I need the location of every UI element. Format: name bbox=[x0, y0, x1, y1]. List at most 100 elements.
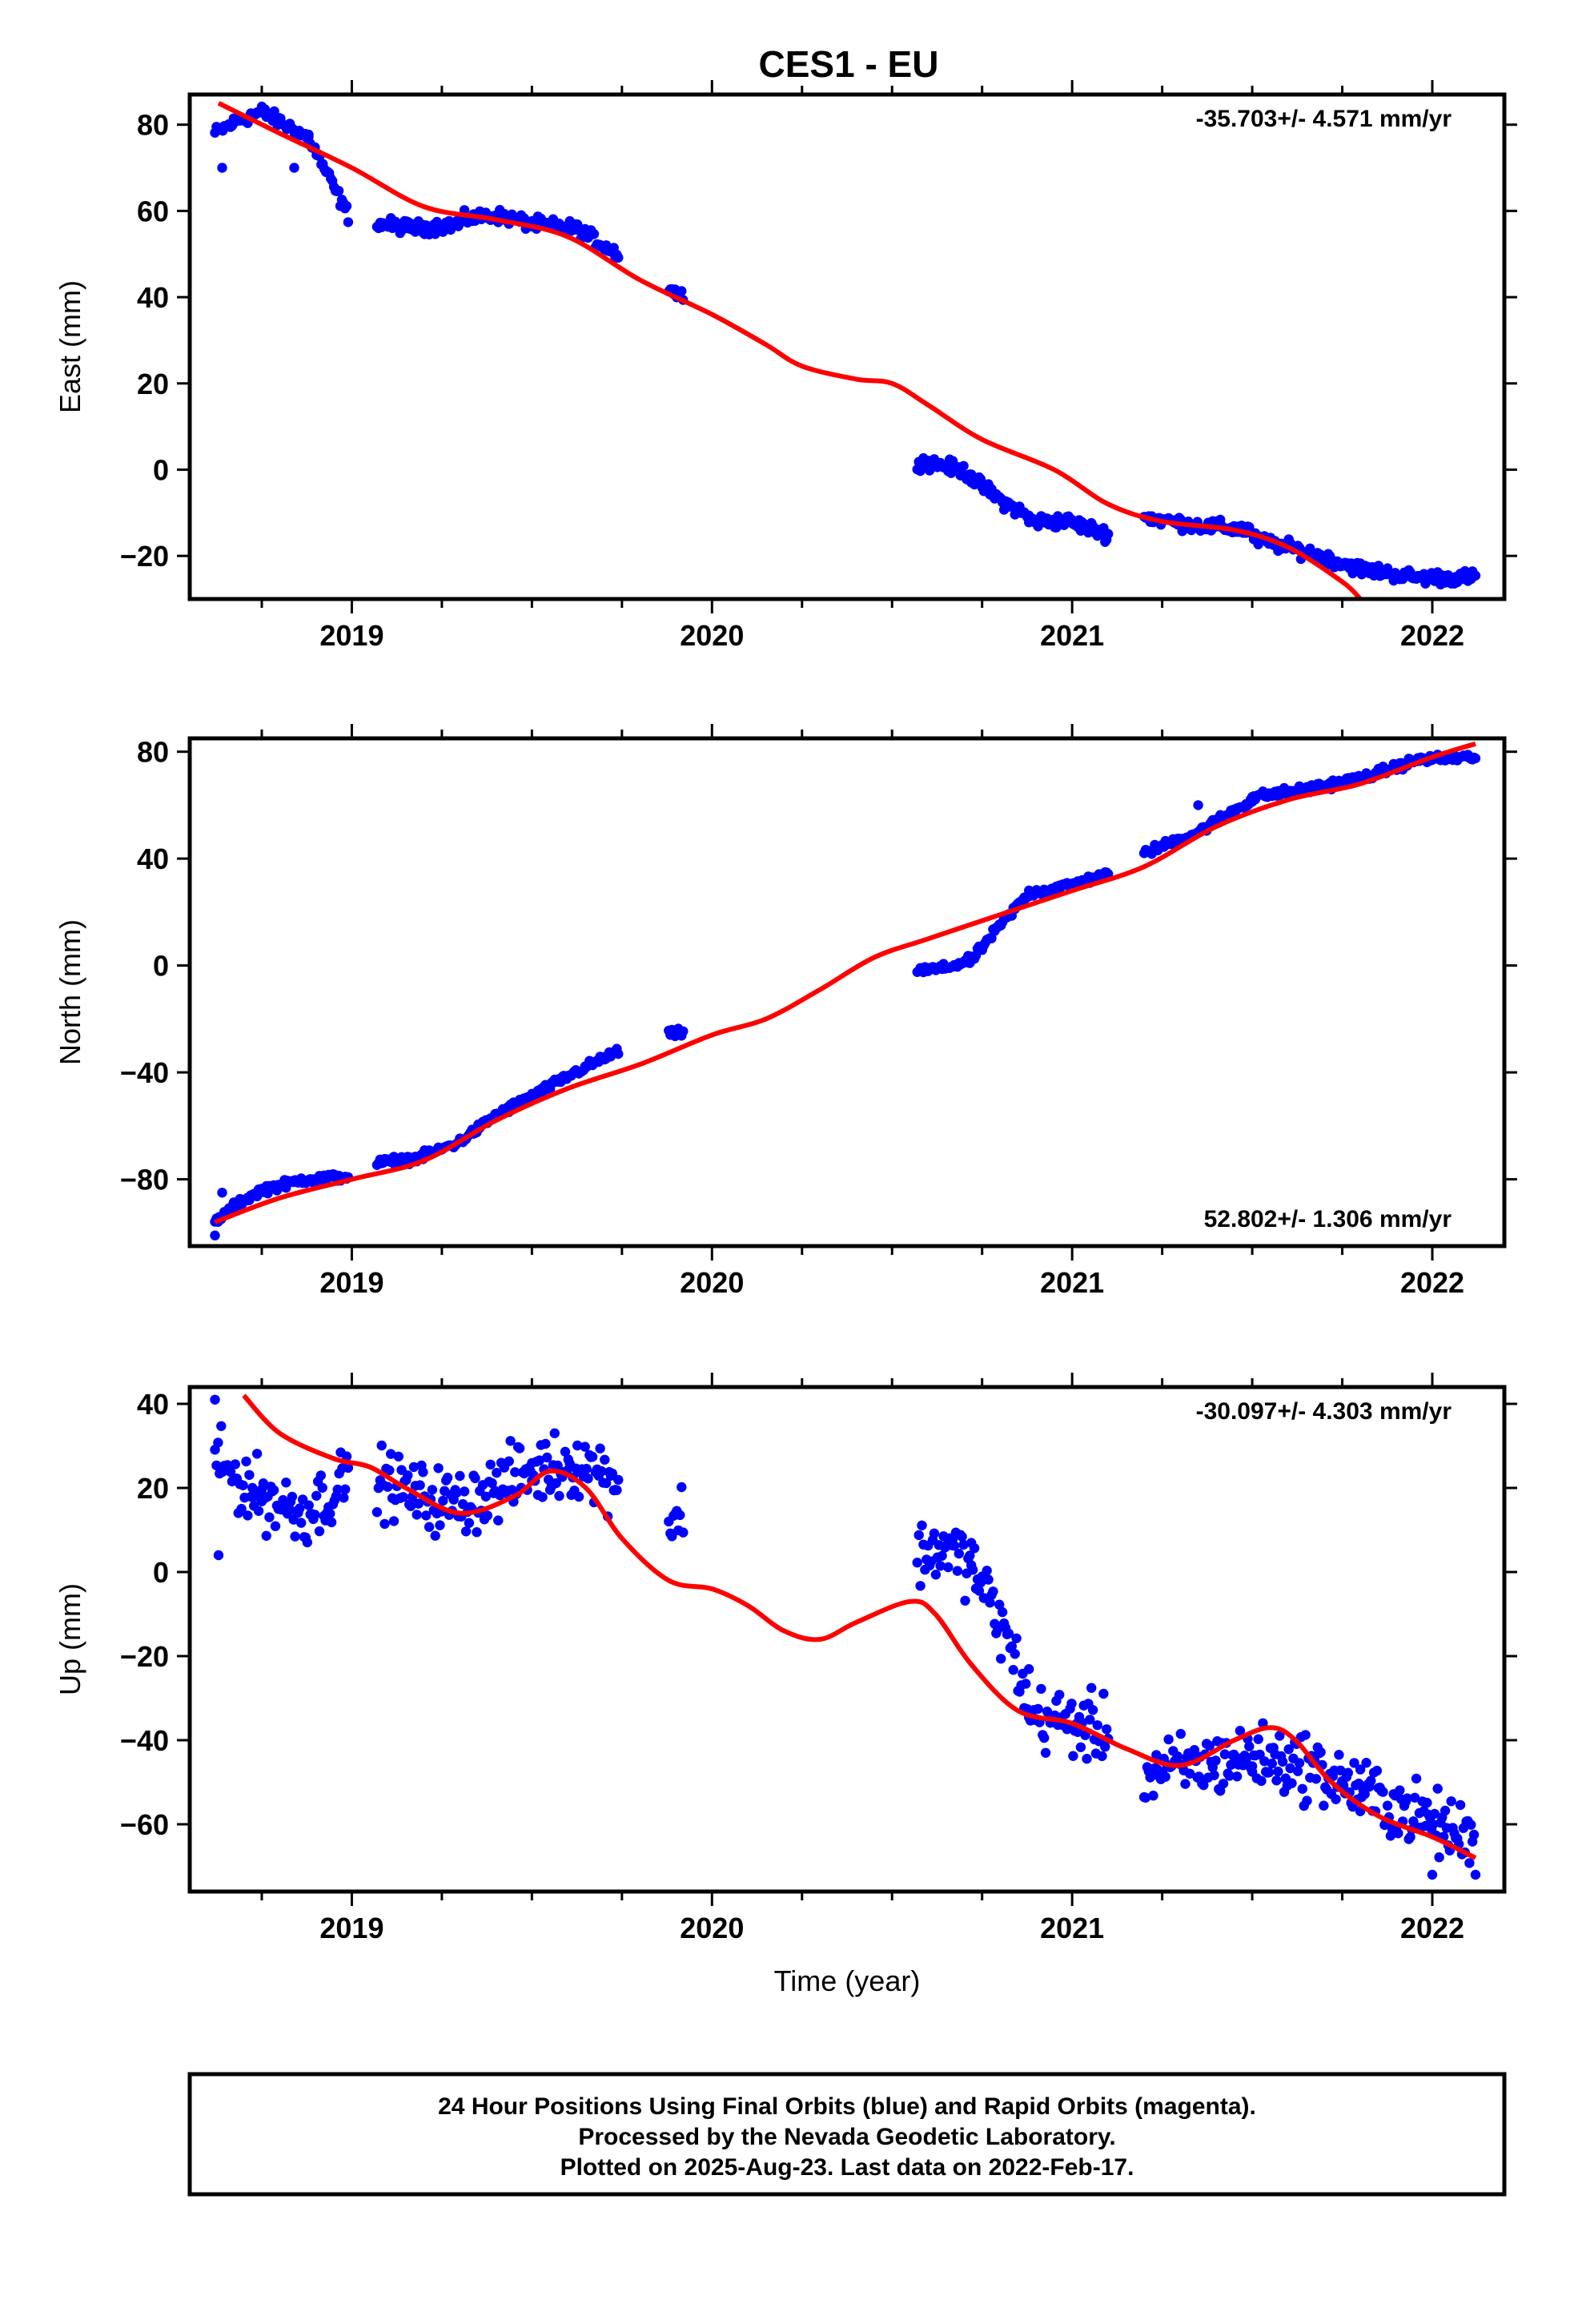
x-tick-label: 2022 bbox=[1400, 1266, 1464, 1299]
data-point bbox=[675, 1510, 685, 1521]
data-point bbox=[583, 1474, 593, 1484]
data-point bbox=[969, 1543, 980, 1554]
data-point bbox=[421, 1510, 432, 1521]
data-point bbox=[341, 1451, 352, 1462]
data-point bbox=[213, 1437, 223, 1448]
data-point bbox=[340, 1484, 351, 1494]
data-point bbox=[1302, 1795, 1312, 1806]
data-point bbox=[542, 1452, 552, 1463]
data-point bbox=[1219, 1749, 1231, 1759]
data-point bbox=[1393, 1828, 1403, 1839]
data-point-outlier bbox=[217, 1188, 227, 1198]
data-point bbox=[1068, 1751, 1078, 1761]
data-point bbox=[1003, 1628, 1014, 1638]
data-point bbox=[1148, 1791, 1158, 1801]
data-point bbox=[943, 1562, 954, 1573]
x-tick-label: 2019 bbox=[319, 1266, 383, 1299]
data-point bbox=[326, 1517, 337, 1528]
data-point bbox=[1008, 1665, 1018, 1675]
data-point-outlier bbox=[1211, 516, 1222, 527]
data-point bbox=[958, 460, 969, 471]
y-tick-label: 20 bbox=[137, 1472, 169, 1505]
model-curve bbox=[214, 741, 1476, 1224]
data-point bbox=[551, 1478, 561, 1489]
data-point bbox=[988, 1586, 998, 1597]
data-point bbox=[278, 1494, 288, 1506]
data-point bbox=[1086, 1683, 1097, 1693]
data-point bbox=[1075, 1742, 1086, 1752]
panel-frame bbox=[187, 1385, 1507, 1894]
data-point-outlier bbox=[1427, 1869, 1438, 1880]
data-point bbox=[460, 1526, 472, 1537]
data-point bbox=[317, 1482, 327, 1494]
data-point bbox=[383, 1482, 393, 1492]
data-point bbox=[1241, 1754, 1251, 1765]
data-point bbox=[1024, 1664, 1034, 1675]
x-tick-label: 2020 bbox=[680, 1912, 744, 1944]
data-point bbox=[1151, 1750, 1162, 1760]
data-point bbox=[1277, 1756, 1288, 1767]
data-point bbox=[1231, 1771, 1243, 1782]
data-point bbox=[549, 1428, 560, 1438]
data-point bbox=[371, 1507, 383, 1518]
data-point bbox=[412, 1510, 422, 1520]
data-point bbox=[339, 1493, 349, 1503]
data-point bbox=[1319, 1800, 1329, 1811]
data-point bbox=[1300, 1730, 1311, 1740]
y-tick-label: −40 bbox=[120, 1724, 169, 1757]
data-point bbox=[993, 1624, 1003, 1634]
panel-frame bbox=[187, 736, 1507, 1248]
data-point bbox=[413, 1498, 424, 1509]
data-point bbox=[1411, 1773, 1422, 1784]
data-point bbox=[957, 1531, 967, 1542]
y-tick-label: 0 bbox=[153, 1556, 169, 1589]
data-point bbox=[1082, 1754, 1092, 1764]
y-tick-label: 20 bbox=[137, 368, 169, 400]
panel-frame bbox=[187, 92, 1507, 601]
data-point bbox=[1470, 570, 1481, 581]
data-point bbox=[1011, 1633, 1022, 1643]
data-point bbox=[303, 1500, 314, 1510]
data-point bbox=[534, 1455, 544, 1466]
data-point bbox=[1189, 1745, 1200, 1755]
data-point bbox=[1098, 1688, 1109, 1699]
data-point bbox=[678, 1026, 689, 1037]
y-tick-label: 40 bbox=[137, 1388, 169, 1421]
data-point bbox=[994, 1599, 1005, 1610]
data-point bbox=[244, 1470, 255, 1481]
y-tick-label: 80 bbox=[137, 736, 169, 769]
data-point bbox=[270, 1521, 281, 1531]
data-point bbox=[418, 1467, 428, 1478]
data-point bbox=[613, 252, 624, 263]
model-curve bbox=[217, 101, 1363, 599]
x-tick-label: 2021 bbox=[1040, 1266, 1104, 1299]
data-point bbox=[1209, 1770, 1219, 1780]
data-point bbox=[458, 1499, 468, 1510]
data-point bbox=[1434, 1852, 1444, 1863]
data-point bbox=[1244, 1741, 1255, 1751]
data-point bbox=[296, 1518, 307, 1528]
y-axis-label: North (mm) bbox=[54, 919, 86, 1065]
data-point bbox=[310, 1510, 320, 1520]
data-point bbox=[241, 1456, 251, 1467]
data-point bbox=[281, 1478, 291, 1488]
y-tick-label: −20 bbox=[120, 1640, 169, 1673]
data-point-outlier bbox=[1193, 800, 1203, 810]
data-point bbox=[253, 1506, 264, 1517]
data-point bbox=[997, 1606, 1008, 1618]
data-point bbox=[343, 1462, 354, 1474]
rate-label: 52.802+/- 1.306 mm/yr bbox=[1204, 1206, 1452, 1232]
data-point bbox=[554, 1490, 564, 1502]
data-point bbox=[1349, 1758, 1359, 1768]
data-point bbox=[600, 1454, 610, 1466]
data-point bbox=[258, 1478, 269, 1489]
y-axis-label: East (mm) bbox=[54, 280, 86, 413]
data-point bbox=[1292, 1766, 1303, 1776]
data-point bbox=[1432, 1783, 1443, 1794]
data-points bbox=[210, 750, 1481, 1240]
data-point bbox=[1033, 1703, 1043, 1715]
data-point-outlier bbox=[210, 1230, 220, 1240]
data-point bbox=[1160, 1771, 1170, 1782]
y-tick-label: 0 bbox=[153, 950, 169, 983]
